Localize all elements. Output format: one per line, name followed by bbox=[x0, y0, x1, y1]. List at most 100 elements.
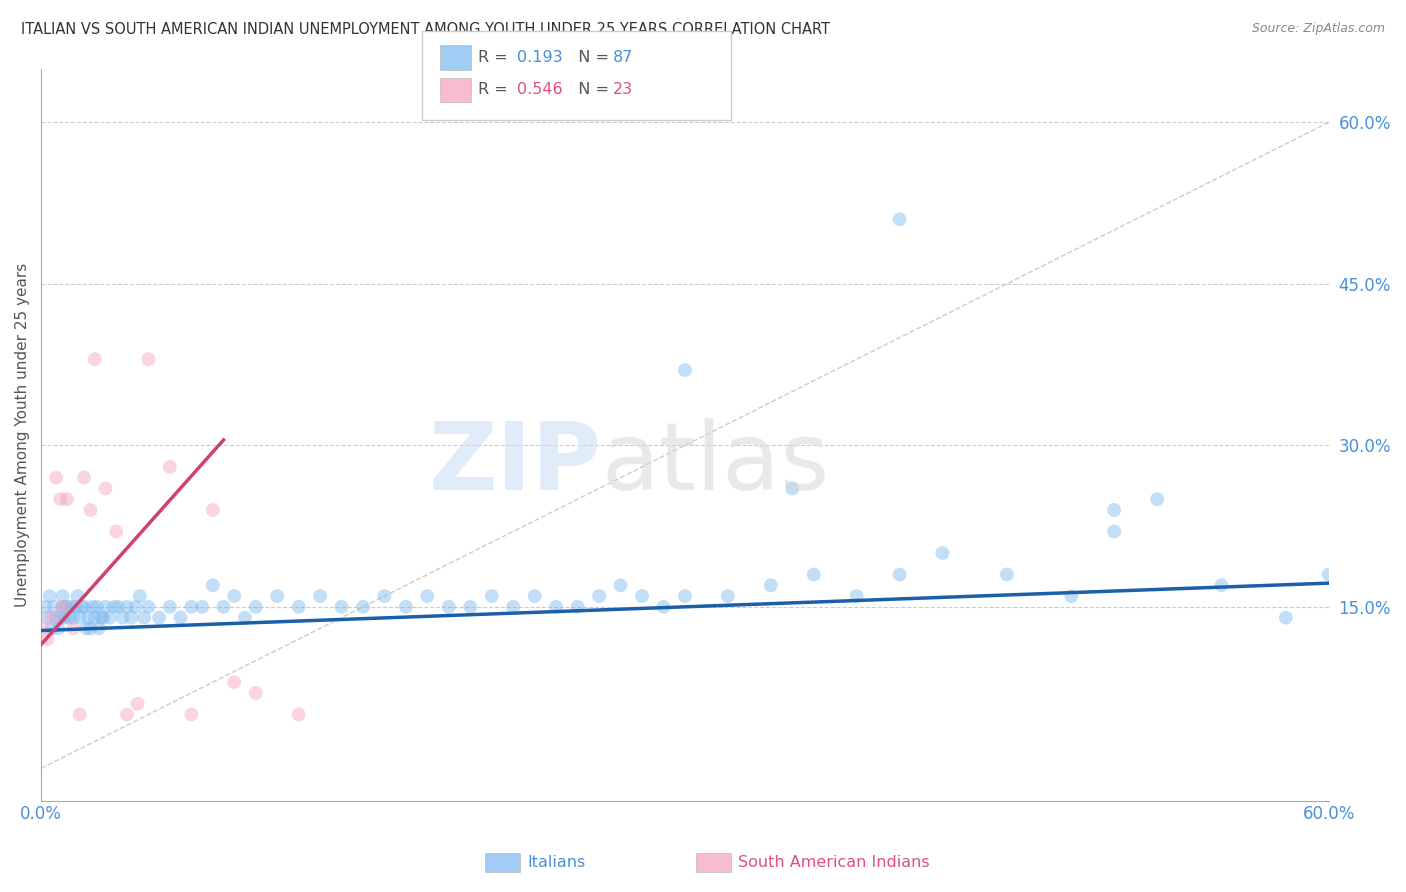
Point bbox=[94, 482, 117, 496]
Point bbox=[180, 599, 202, 614]
Point bbox=[127, 697, 149, 711]
Point bbox=[212, 599, 235, 614]
Point bbox=[266, 589, 288, 603]
Point bbox=[169, 610, 191, 624]
Point bbox=[115, 599, 138, 614]
Point bbox=[128, 589, 150, 603]
Text: Italians: Italians bbox=[527, 855, 585, 870]
Point bbox=[373, 589, 395, 603]
Text: R =: R = bbox=[478, 82, 513, 96]
Text: 0.546: 0.546 bbox=[517, 82, 562, 96]
Point bbox=[588, 589, 610, 603]
Point bbox=[1275, 610, 1298, 624]
Point bbox=[87, 621, 110, 635]
Point bbox=[83, 352, 105, 367]
Point bbox=[224, 675, 246, 690]
Point bbox=[245, 686, 267, 700]
Text: N =: N = bbox=[568, 50, 614, 64]
Point bbox=[1317, 567, 1340, 582]
Text: ZIP: ZIP bbox=[429, 417, 602, 510]
Point bbox=[1211, 578, 1233, 592]
Point bbox=[103, 599, 125, 614]
Point bbox=[70, 599, 93, 614]
Text: 0.193: 0.193 bbox=[517, 50, 562, 64]
Point bbox=[460, 599, 482, 614]
Point bbox=[52, 599, 75, 614]
Point bbox=[53, 610, 76, 624]
Point bbox=[759, 578, 782, 592]
Point bbox=[69, 610, 91, 624]
Point bbox=[889, 212, 911, 227]
Point bbox=[62, 610, 84, 624]
Point bbox=[233, 610, 256, 624]
Point bbox=[180, 707, 202, 722]
Point bbox=[49, 492, 72, 507]
Point bbox=[90, 610, 112, 624]
Point bbox=[717, 589, 740, 603]
Point bbox=[330, 599, 353, 614]
Text: 87: 87 bbox=[613, 50, 633, 64]
Point bbox=[83, 610, 105, 624]
Point bbox=[79, 503, 101, 517]
Point bbox=[395, 599, 418, 614]
Point bbox=[201, 503, 224, 517]
Point bbox=[1102, 503, 1125, 517]
Point bbox=[60, 599, 83, 614]
Point bbox=[79, 621, 101, 635]
Point bbox=[673, 589, 696, 603]
Point bbox=[309, 589, 332, 603]
Point bbox=[780, 482, 803, 496]
Point bbox=[287, 707, 309, 722]
Point bbox=[77, 610, 100, 624]
Point bbox=[73, 470, 96, 484]
Point bbox=[352, 599, 374, 614]
Point bbox=[86, 599, 108, 614]
Point bbox=[416, 589, 439, 603]
Point bbox=[159, 459, 181, 474]
Point bbox=[546, 599, 568, 614]
Point bbox=[120, 610, 142, 624]
Point bbox=[58, 610, 80, 624]
Point bbox=[652, 599, 675, 614]
Point bbox=[673, 363, 696, 377]
Point bbox=[224, 589, 246, 603]
Point bbox=[245, 599, 267, 614]
Point bbox=[94, 599, 117, 614]
Point bbox=[201, 578, 224, 592]
Text: atlas: atlas bbox=[602, 417, 830, 510]
Point bbox=[65, 599, 87, 614]
Point bbox=[52, 599, 75, 614]
Point bbox=[115, 707, 138, 722]
Point bbox=[93, 610, 115, 624]
Point bbox=[803, 567, 825, 582]
Point bbox=[124, 599, 146, 614]
Point bbox=[845, 589, 868, 603]
Point bbox=[38, 589, 60, 603]
Point bbox=[41, 610, 63, 624]
Point bbox=[45, 470, 67, 484]
Point bbox=[75, 621, 97, 635]
Point bbox=[111, 610, 134, 624]
Point bbox=[567, 599, 589, 614]
Text: South American Indians: South American Indians bbox=[738, 855, 929, 870]
Point bbox=[41, 621, 63, 635]
Point bbox=[62, 621, 84, 635]
Point bbox=[481, 589, 503, 603]
Point bbox=[631, 589, 654, 603]
Point bbox=[191, 599, 214, 614]
Text: N =: N = bbox=[568, 82, 614, 96]
Point bbox=[134, 610, 156, 624]
Text: 23: 23 bbox=[613, 82, 633, 96]
Point bbox=[138, 599, 160, 614]
Point bbox=[45, 610, 67, 624]
Text: ITALIAN VS SOUTH AMERICAN INDIAN UNEMPLOYMENT AMONG YOUTH UNDER 25 YEARS CORRELA: ITALIAN VS SOUTH AMERICAN INDIAN UNEMPLO… bbox=[21, 22, 830, 37]
Point bbox=[82, 599, 104, 614]
Point bbox=[995, 567, 1018, 582]
Point bbox=[107, 599, 129, 614]
Point bbox=[52, 589, 75, 603]
Point bbox=[1060, 589, 1083, 603]
Point bbox=[66, 589, 89, 603]
Point bbox=[138, 352, 160, 367]
Point bbox=[437, 599, 460, 614]
Point bbox=[98, 610, 121, 624]
